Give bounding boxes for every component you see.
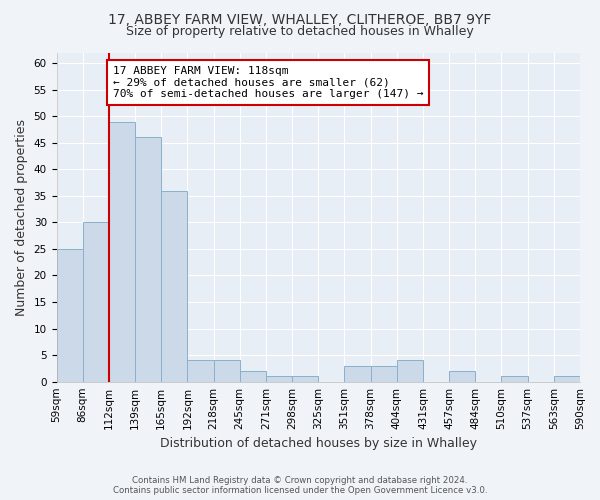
Bar xyxy=(187,360,214,382)
Text: Contains HM Land Registry data © Crown copyright and database right 2024.
Contai: Contains HM Land Registry data © Crown c… xyxy=(113,476,487,495)
Text: 17 ABBEY FARM VIEW: 118sqm
← 29% of detached houses are smaller (62)
70% of semi: 17 ABBEY FARM VIEW: 118sqm ← 29% of deta… xyxy=(113,66,424,99)
Bar xyxy=(344,366,371,382)
Bar xyxy=(135,138,161,382)
Bar xyxy=(83,222,109,382)
Bar xyxy=(266,376,292,382)
X-axis label: Distribution of detached houses by size in Whalley: Distribution of detached houses by size … xyxy=(160,437,477,450)
Y-axis label: Number of detached properties: Number of detached properties xyxy=(15,118,28,316)
Bar xyxy=(161,190,187,382)
Bar xyxy=(371,366,397,382)
Bar xyxy=(214,360,240,382)
Bar xyxy=(292,376,318,382)
Bar xyxy=(397,360,423,382)
Bar xyxy=(449,371,475,382)
Bar xyxy=(56,249,83,382)
Text: 17, ABBEY FARM VIEW, WHALLEY, CLITHEROE, BB7 9YF: 17, ABBEY FARM VIEW, WHALLEY, CLITHEROE,… xyxy=(109,12,491,26)
Text: Size of property relative to detached houses in Whalley: Size of property relative to detached ho… xyxy=(126,25,474,38)
Bar xyxy=(240,371,266,382)
Bar xyxy=(554,376,580,382)
Bar xyxy=(502,376,527,382)
Bar xyxy=(109,122,135,382)
